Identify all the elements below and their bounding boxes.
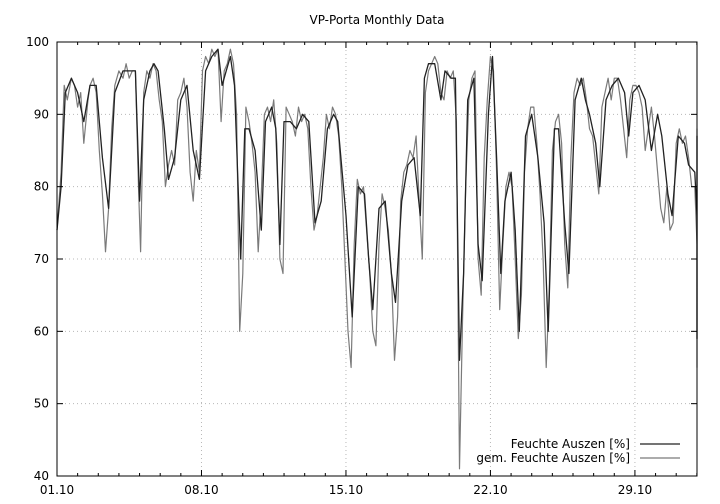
- y-tick-label: 70: [34, 252, 49, 266]
- x-tick-label: 08.10: [184, 483, 218, 497]
- y-tick-label: 60: [34, 324, 49, 338]
- legend: Feuchte Auszen [%]gem. Feuchte Auszen [%…: [476, 437, 680, 465]
- axis-ticks: 40 50 60 70 80 90 100 01.10 08.10 15.10 22.10 29.10: [26, 35, 698, 497]
- y-tick-label: 100: [26, 35, 49, 49]
- y-tick-label: 90: [34, 107, 49, 121]
- y-tick-label: 80: [34, 180, 49, 194]
- x-tick-label: 01.10: [40, 483, 74, 497]
- legend-label: Feuchte Auszen [%]: [511, 437, 630, 451]
- x-tick-label: 22.10: [473, 483, 507, 497]
- grid-lines: [57, 42, 697, 476]
- x-tick-label: 29.10: [618, 483, 652, 497]
- y-tick-label: 40: [34, 469, 49, 483]
- chart-title: VP-Porta Monthly Data: [310, 13, 445, 27]
- x-tick-label: 15.10: [329, 483, 363, 497]
- legend-label: gem. Feuchte Auszen [%]: [476, 451, 630, 465]
- y-tick-label: 50: [34, 397, 49, 411]
